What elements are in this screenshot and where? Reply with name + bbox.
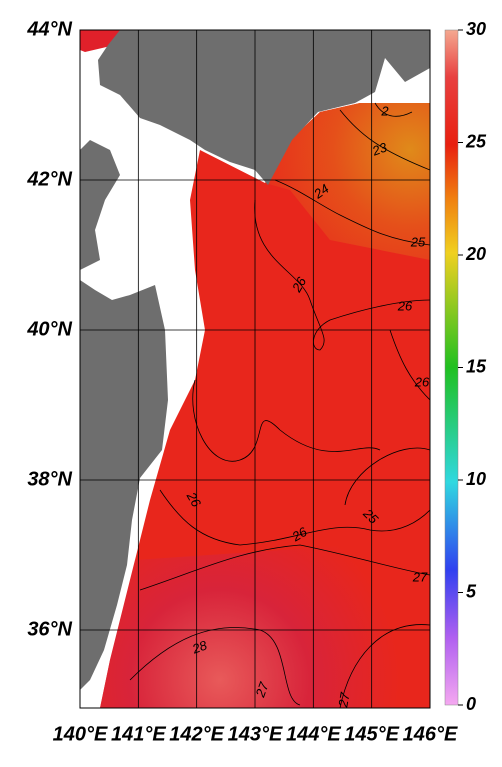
credit: Ocean Data View <box>432 574 444 664</box>
colorbar <box>444 29 459 706</box>
lat-tick-label: 36°N <box>27 618 72 640</box>
contour-label: 27 <box>412 569 428 584</box>
contour-label: 28 <box>189 637 209 657</box>
lon-tick-label: 143°E <box>228 723 283 745</box>
colorbar-tick-label: 20 <box>465 244 486 264</box>
lon-tick-label: 140°E <box>53 723 108 745</box>
contour-label: 27 <box>335 691 353 710</box>
lat-tick-label: 44°N <box>26 18 72 40</box>
lat-tick-label: 42°N <box>26 168 72 190</box>
lat-tick-label: 40°N <box>26 318 72 340</box>
lon-tick-label: 146°E <box>403 723 458 745</box>
lon-tick-label: 141°E <box>111 723 166 745</box>
colorbar-tick-label: 5 <box>466 581 477 601</box>
contour-label: 24 <box>310 181 331 202</box>
land <box>80 30 430 690</box>
contour-label: 25 <box>410 234 426 249</box>
lat-tick-label: 38°N <box>27 468 72 490</box>
contour-label: 26 <box>414 374 430 389</box>
contour-label: 2 <box>380 103 389 118</box>
map-frame <box>79 29 431 709</box>
colorbar-tick-label: 25 <box>465 131 487 151</box>
contour-label: 26 <box>288 274 309 296</box>
contour-label: 23 <box>369 139 389 159</box>
lon-tick-label: 145°E <box>344 723 399 745</box>
colorbar-tick-label: 10 <box>466 469 486 489</box>
contour-label: 26 <box>183 489 204 511</box>
contour-label: 26 <box>289 524 311 545</box>
graticule <box>80 30 430 708</box>
colorbar-tick-label: 15 <box>466 356 487 376</box>
colorbar-tick-label: 0 <box>466 694 476 714</box>
lon-tick-label: 142°E <box>169 723 224 745</box>
axes: 140°E 141°E 142°E 143°E 144°E 145°E 146°E 44°N 4… <box>26 18 487 745</box>
colorbar-tick-label: 30 <box>466 19 486 39</box>
contour-label: 26 <box>397 298 413 313</box>
contour-label: 27 <box>252 680 272 700</box>
lon-tick-label: 144°E <box>286 723 341 745</box>
temperature-field <box>80 30 430 708</box>
